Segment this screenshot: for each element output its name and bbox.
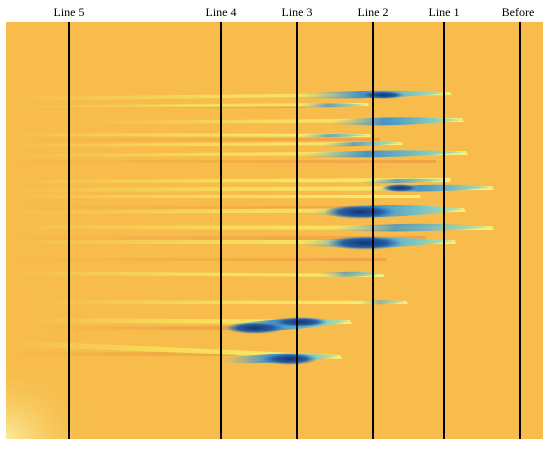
line-label-2: Line 4 [206,5,237,19]
vertical-lines: Line 5 Line 4 Line 3 Line 2 Line 1 Before [54,5,535,439]
line-label-3: Line 3 [282,5,313,19]
line-label-4: Line 2 [358,5,389,19]
line-label-1: Line 5 [54,5,85,19]
line-label-6: Before [502,5,535,19]
dark-cores [225,91,418,365]
line-label-5: Line 1 [429,5,460,19]
corner-glow [6,360,96,439]
